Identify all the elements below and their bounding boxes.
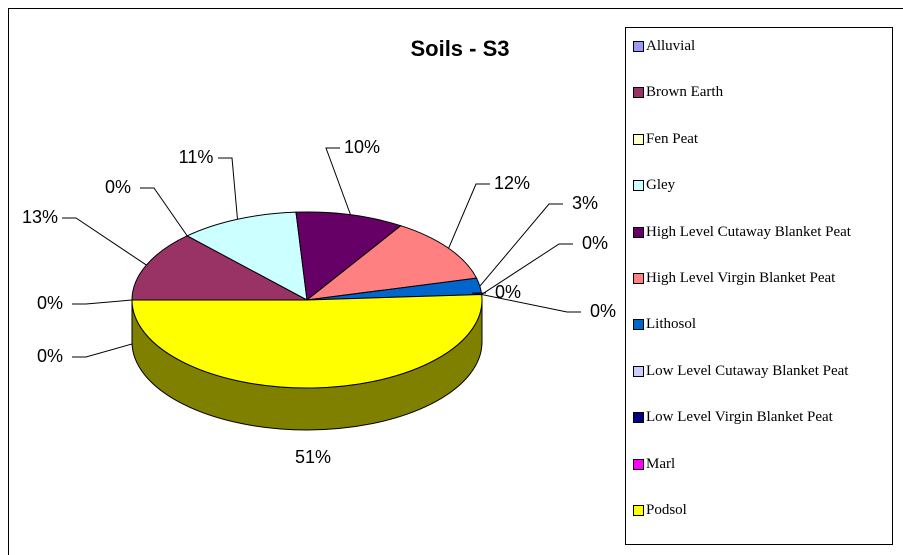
- data-label: 0%: [495, 282, 521, 302]
- chart-title: Soils - S3: [410, 36, 509, 61]
- leader-line: [72, 299, 133, 305]
- leader-line: [479, 203, 563, 287]
- pie-slice: [131, 235, 308, 301]
- legend-swatch: [633, 226, 644, 238]
- legend-label: Brown Earth: [646, 84, 724, 101]
- leader-line: [218, 157, 238, 220]
- legend-label: Alluvial: [646, 38, 696, 54]
- legend-label: High Level Cutaway Blanket Peat: [646, 223, 851, 240]
- data-label: 10%: [344, 137, 380, 157]
- legend-swatch: [633, 458, 644, 470]
- legend-swatch: [633, 133, 644, 145]
- legend-label: Gley: [646, 177, 676, 194]
- legend-label: High Level Virgin Blanket Peat: [646, 270, 836, 286]
- pie-slice: [295, 211, 402, 301]
- legend-label: Podsol: [646, 502, 687, 518]
- leader-line: [62, 217, 147, 266]
- legend-swatch: [633, 319, 644, 331]
- data-label: 0%: [105, 177, 131, 197]
- legend-swatch: [633, 87, 644, 99]
- leader-line: [325, 147, 351, 215]
- leader-line: [140, 187, 188, 237]
- data-label: 0%: [37, 293, 63, 313]
- leader-line: [481, 293, 581, 313]
- legend-label: Low Level Cutaway Blanket Peat: [646, 362, 849, 379]
- data-label: 13%: [22, 207, 58, 227]
- data-label: 51%: [295, 447, 331, 467]
- legend-label: Low Level Virgin Blanket Peat: [646, 409, 833, 426]
- chart-frame: [8, 8, 903, 555]
- legend-swatch: [633, 273, 644, 284]
- legend-swatch: [633, 365, 644, 377]
- leader-line: [72, 343, 133, 358]
- legend-swatch: [633, 505, 644, 516]
- legend-label: Marl: [646, 455, 676, 472]
- legend-label: Fen Peat: [646, 130, 699, 147]
- data-label: 0%: [37, 346, 63, 366]
- legend: Alluvial Brown Earth Fen Peat Gley High Leve…: [625, 27, 893, 545]
- leader-line: [448, 183, 490, 249]
- data-label: 12%: [494, 173, 530, 193]
- legend-swatch: [633, 412, 644, 424]
- data-label: 0%: [582, 233, 608, 253]
- data-label: 3%: [572, 193, 598, 213]
- pie-slice: [131, 293, 483, 389]
- leader-line: [481, 243, 573, 295]
- legend-swatch: [633, 41, 644, 52]
- leader-line: [471, 292, 486, 295]
- pie-tops: [131, 211, 483, 389]
- data-label: 11%: [179, 147, 214, 167]
- pie-slice: [186, 211, 308, 301]
- legend-label: Lithosol: [646, 316, 697, 333]
- data-label: 0%: [590, 301, 616, 321]
- legend-swatch: [633, 180, 644, 192]
